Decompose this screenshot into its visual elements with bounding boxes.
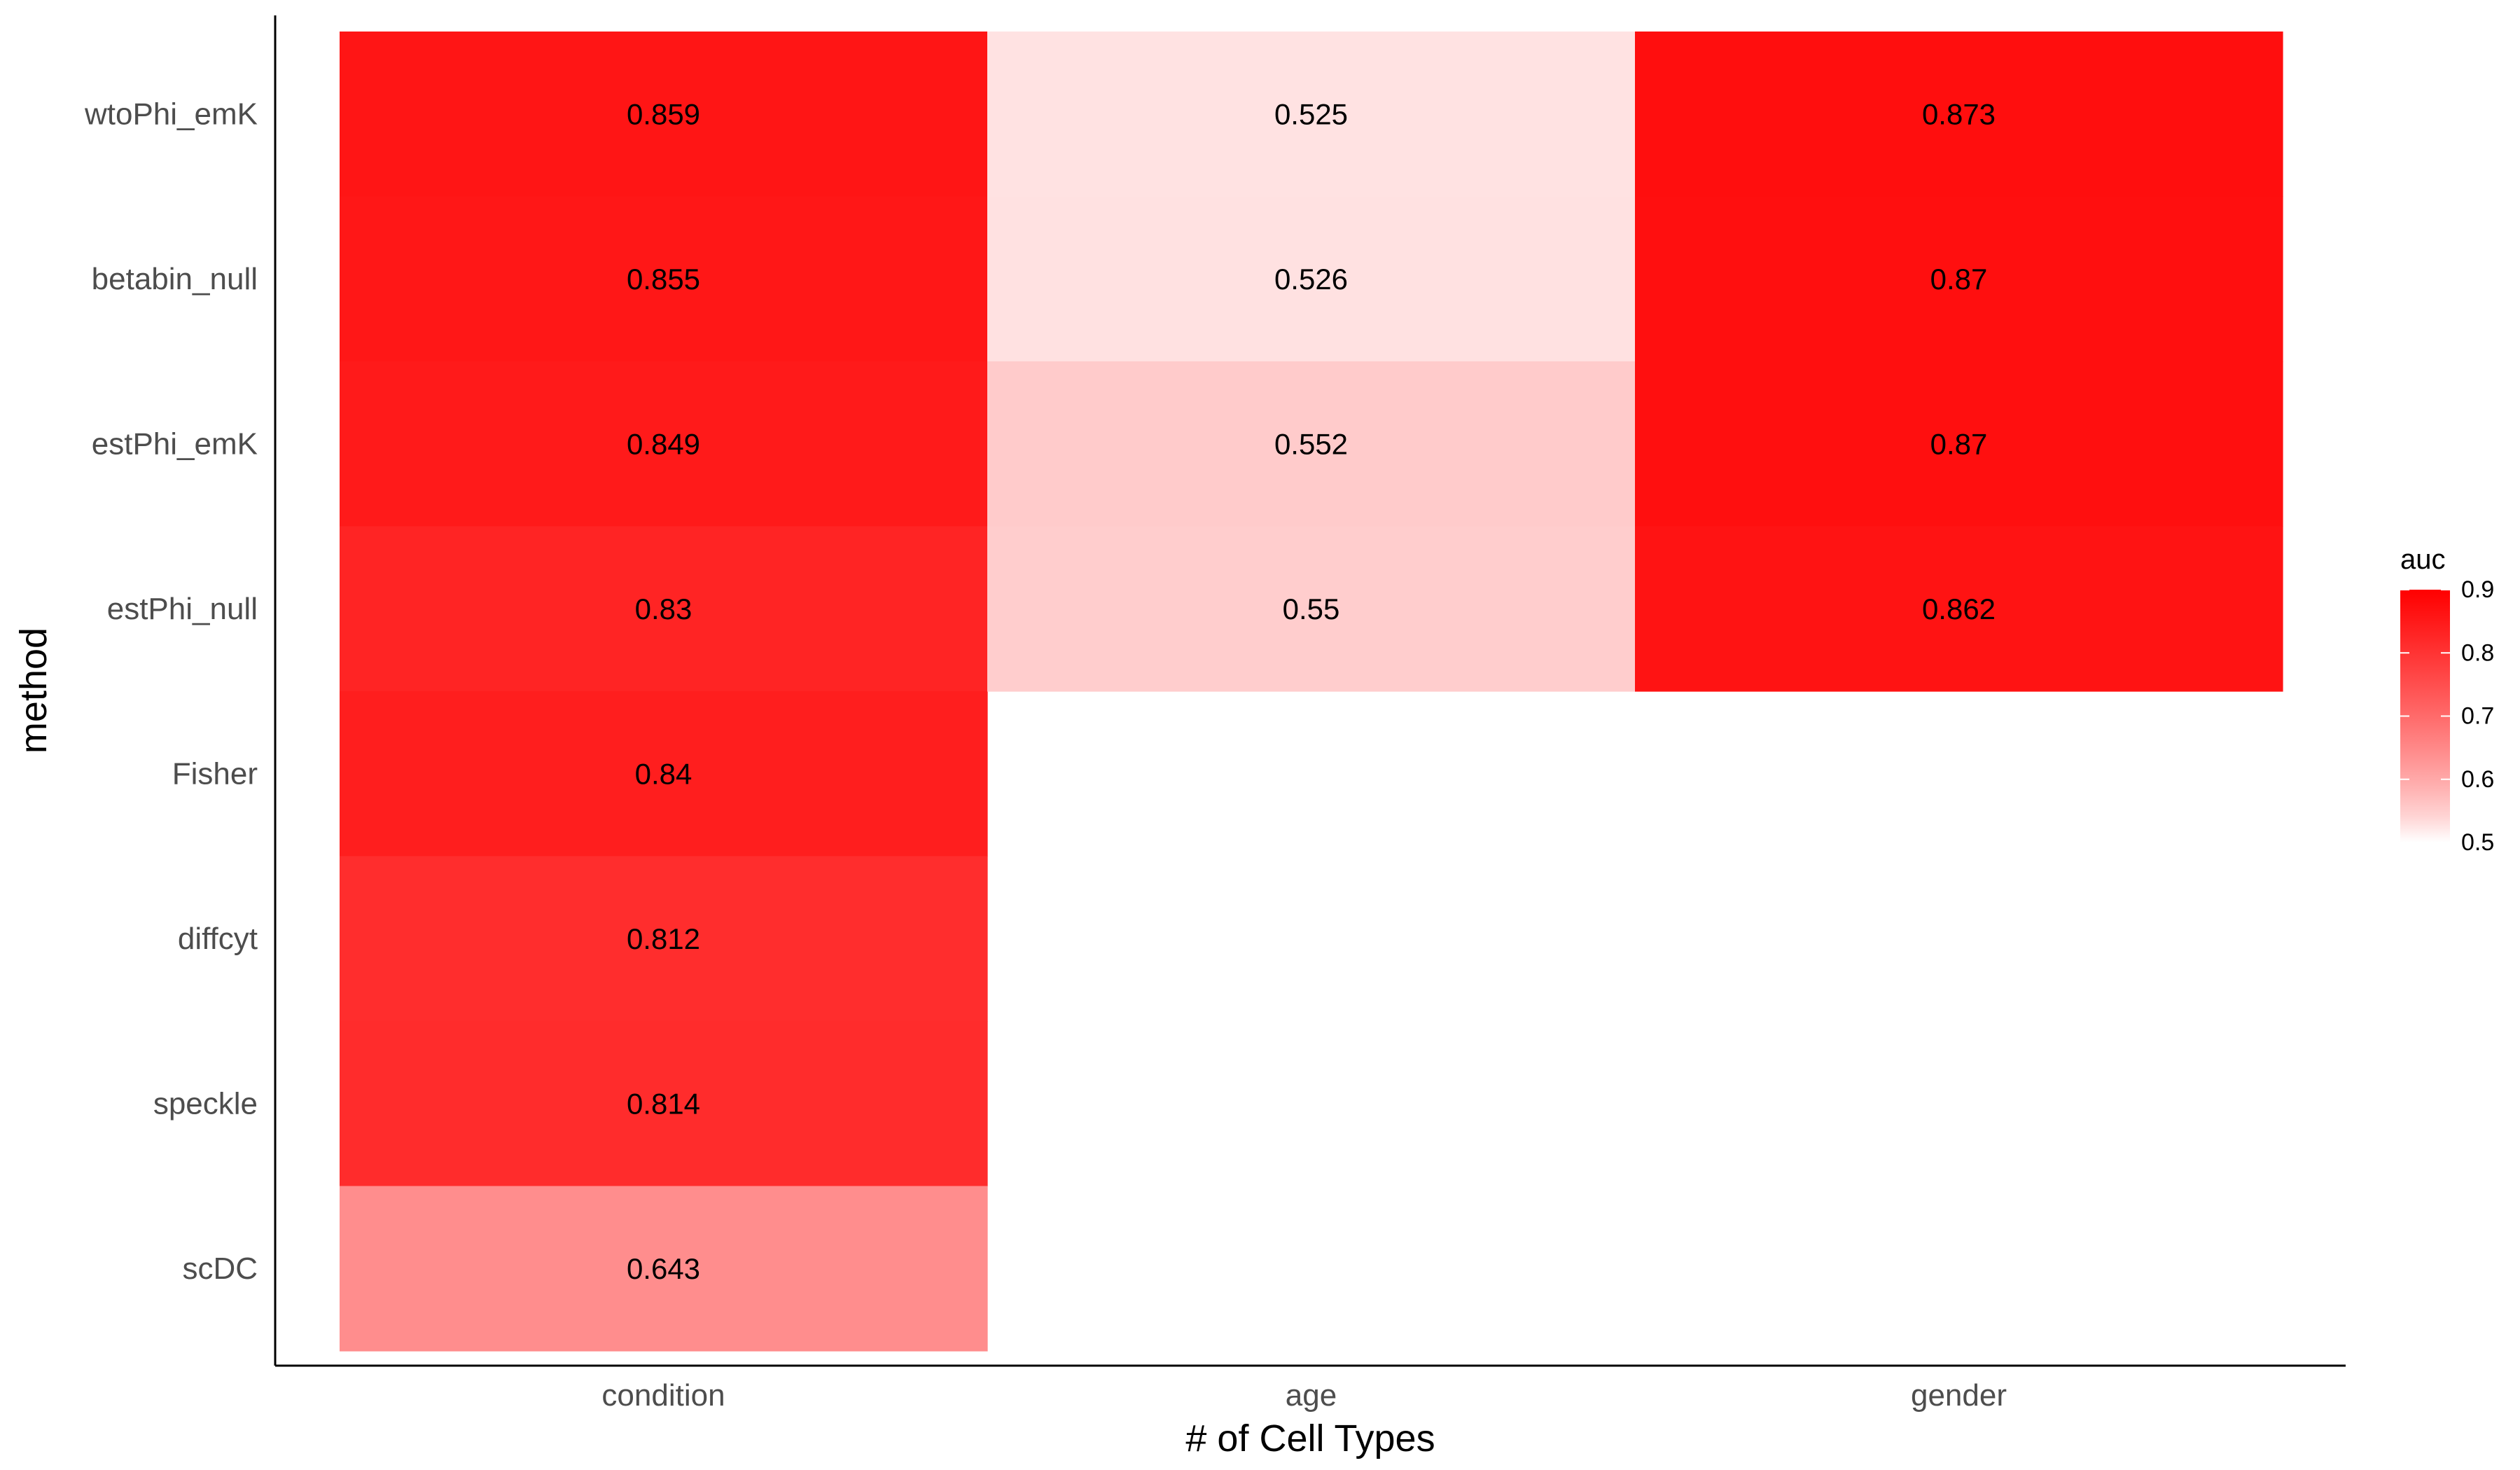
cell-value-label: 0.862 — [1922, 592, 1996, 625]
cell-value-label: 0.643 — [627, 1252, 700, 1285]
legend-tick-label: 0.5 — [2461, 829, 2494, 856]
cell-value-label: 0.855 — [627, 263, 700, 296]
y-tick-label: speckle — [153, 1086, 258, 1121]
heatmap-tile — [1635, 526, 2283, 692]
cell-value-label: 0.812 — [627, 922, 700, 955]
color-legend: auc 0.9 0.8 0.7 0.6 0.5 — [2400, 544, 2494, 856]
heatmap-tile — [340, 526, 988, 692]
x-tick-label: age — [1286, 1378, 1337, 1413]
cell-value-label: 0.859 — [627, 97, 700, 130]
legend-tick-label: 0.6 — [2461, 766, 2494, 793]
cell-value-label: 0.55 — [1283, 592, 1340, 625]
y-tick-label: diffcyt — [178, 922, 258, 956]
y-tick-label: estPhi_emK — [92, 427, 258, 461]
x-axis-title: # of Cell Types — [1185, 1417, 1435, 1459]
cell-value-label: 0.83 — [635, 592, 692, 625]
heatmap-tile — [340, 1186, 988, 1352]
cell-value-label: 0.84 — [635, 757, 692, 790]
heatmap-tile — [987, 196, 1636, 362]
legend-tick-label: 0.8 — [2461, 639, 2494, 666]
heatmap-tile — [1635, 361, 2283, 527]
legend-tick-label: 0.7 — [2461, 703, 2494, 730]
x-tick-label: gender — [1911, 1378, 2007, 1413]
heatmap-tile — [987, 32, 1636, 197]
heatmap-tile — [340, 1021, 988, 1187]
heatmap-tile — [987, 361, 1636, 527]
heatmap-tile — [340, 196, 988, 362]
heatmap-tile — [1635, 196, 2283, 362]
heatmap-cell-labels: 0.859 0.855 0.849 0.83 0.84 0.812 0.814 0.643 0.… — [627, 97, 1996, 1285]
cell-value-label: 0.873 — [1922, 97, 1996, 130]
legend-tick-label: 0.9 — [2461, 576, 2494, 603]
heatmap-tile — [340, 361, 988, 527]
y-tick-label: betabin_null — [92, 262, 258, 296]
heatmap-tile — [340, 32, 988, 197]
cell-value-label: 0.814 — [627, 1087, 700, 1120]
axis-tick-labels: condition age gender wtoPhi_emK betabin_null… — [84, 97, 2007, 1413]
y-tick-label: scDC — [182, 1251, 258, 1286]
axes — [274, 15, 2346, 1367]
heatmap-tile — [340, 691, 988, 857]
cell-value-label: 0.525 — [1274, 97, 1348, 130]
y-axis-title: method — [13, 627, 55, 754]
cell-value-label: 0.87 — [1930, 263, 1988, 296]
y-tick-label: estPhi_null — [107, 592, 258, 626]
y-tick-label: Fisher — [172, 756, 258, 791]
y-tick-label: wtoPhi_emK — [84, 97, 258, 131]
cell-value-label: 0.526 — [1274, 263, 1348, 296]
heatmap-tile — [987, 526, 1636, 692]
cell-value-label: 0.87 — [1930, 427, 1988, 460]
heatmap-cells — [340, 32, 2283, 1352]
cell-value-label: 0.552 — [1274, 427, 1348, 460]
legend-title: auc — [2400, 544, 2446, 575]
cell-value-label: 0.849 — [627, 427, 700, 460]
heatmap-tile — [340, 856, 988, 1022]
x-tick-label: condition — [601, 1378, 725, 1413]
heatmap-tile — [1635, 32, 2283, 197]
